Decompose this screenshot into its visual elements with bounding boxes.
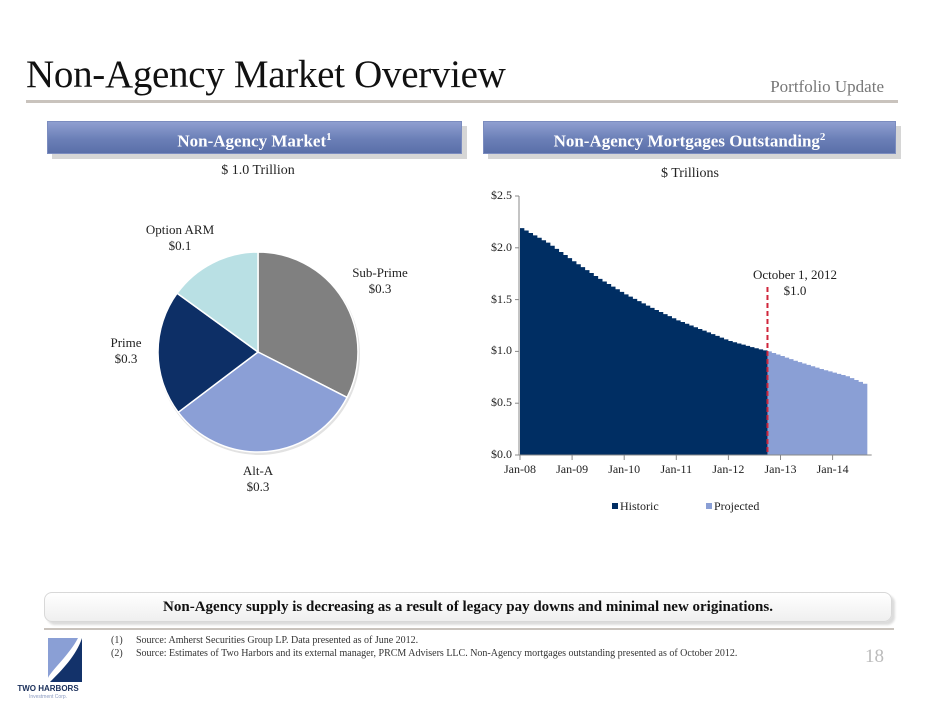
x-tick-label: Jan-13 <box>764 462 797 476</box>
footnote-ref-1: 1 <box>326 131 332 143</box>
footnote-2: (2) Source: Estimates of Two Harbors and … <box>111 648 737 659</box>
pie-label-value: $0.3 <box>368 281 392 296</box>
panel-heading-outstanding: Non-Agency Mortgages Outstanding2 <box>483 121 896 154</box>
date-annotation: October 1, 2012 $1.0 <box>735 267 855 299</box>
pie-label-value: $0.1 <box>168 238 192 253</box>
legend-projected: Projected <box>706 499 759 514</box>
pie-label-name: Alt-A <box>242 463 274 478</box>
footnote-text: Source: Amherst Securities Group LP. Dat… <box>136 635 419 646</box>
logo-tagline: Investment Corp. <box>28 694 68 700</box>
legend-swatch-historic <box>612 503 618 509</box>
y-tick-label: $2.5 <box>491 188 512 202</box>
footnote-number: (2) <box>111 648 123 659</box>
section-label: Portfolio Update <box>770 77 884 96</box>
legend-label-historic: Historic <box>620 499 659 513</box>
panel-heading-market: Non-Agency Market1 <box>47 121 462 154</box>
legend-swatch-projected <box>706 503 712 509</box>
y-tick-label: $2.0 <box>491 239 512 254</box>
y-tick-label: $1.0 <box>491 343 512 358</box>
footnote-number: (1) <box>111 635 123 646</box>
x-tick-label: Jan-12 <box>712 462 745 476</box>
y-tick-label: $1.5 <box>491 291 512 306</box>
pie-slice-alt-a <box>177 351 349 453</box>
x-tick-label: Jan-08 <box>504 462 536 476</box>
pie-label-name: Prime <box>110 335 142 350</box>
pie-slice-option-arm <box>176 251 259 354</box>
x-tick-label: Jan-11 <box>660 462 693 476</box>
two-harbors-logo <box>48 638 82 682</box>
x-tick-label: Jan-10 <box>608 462 641 476</box>
pie-label-option-arm: Option ARM $0.1 <box>130 222 230 254</box>
pie-slice-sub-prime <box>257 251 359 399</box>
y-tick-label: $0.0 <box>491 447 512 461</box>
footnote-ref-2: 2 <box>819 131 826 143</box>
page-number: 18 <box>865 646 884 667</box>
title-divider <box>26 100 898 103</box>
y-tick-label: $0.5 <box>491 395 512 410</box>
logo-dark-shape <box>50 638 82 682</box>
footer-divider <box>44 628 894 630</box>
pie-slice-prime <box>157 292 260 414</box>
panel-heading-outstanding-text: Non-Agency Mortgages Outstanding <box>553 131 820 151</box>
legend-label-projected: Projected <box>714 499 760 513</box>
x-tick-label: Jan-14 <box>816 462 849 476</box>
pie-label-prime: Prime $0.3 <box>96 335 156 367</box>
annotation-date: October 1, 2012 <box>752 267 838 282</box>
pie-label-sub-prime: Sub-Prime $0.3 <box>335 265 425 297</box>
logo-wordmark: TWO HARBORS <box>17 684 79 693</box>
annotation-value: $1.0 <box>783 283 807 298</box>
area-series-historic <box>520 228 768 455</box>
footnote-1: (1) Source: Amherst Securities Group LP. … <box>111 635 418 646</box>
footnote-text: Source: Estimates of Two Harbors and its… <box>136 648 738 659</box>
key-takeaway-callout: Non-Agency supply is decreasing as a res… <box>44 592 892 622</box>
panel-heading-market-text: Non-Agency Market <box>177 131 327 151</box>
pie-label-value: $0.3 <box>246 479 270 494</box>
page-title: Non-Agency Market Overview <box>26 53 506 96</box>
pie-label-name: Sub-Prime <box>352 265 408 280</box>
area-series-projected <box>767 351 868 455</box>
logo-light-shape <box>48 638 78 678</box>
area-chart-title: $ Trillions <box>661 166 719 181</box>
x-tick-label: Jan-09 <box>556 462 589 476</box>
pie-label-value: $0.3 <box>114 351 138 366</box>
legend-historic: Historic <box>612 499 659 514</box>
pie-label-name: Option ARM <box>145 222 215 237</box>
pie-title: $ 1.0 Trillion <box>221 163 295 178</box>
pie-label-alt-a: Alt-A $0.3 <box>220 463 296 495</box>
